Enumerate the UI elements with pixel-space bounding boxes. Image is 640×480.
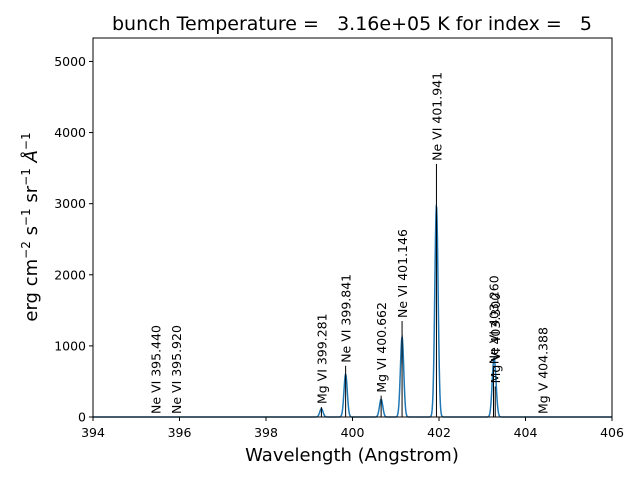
y-tick-label: 4000 — [54, 125, 86, 140]
x-tick-label: 394 — [81, 425, 105, 440]
line-label: Ne VI 401.146 — [395, 229, 410, 318]
y-tick-label: 3000 — [54, 196, 86, 211]
x-axis-label: Wavelength (Angstrom) — [245, 445, 459, 466]
y-axis-label: erg cm−2 s−1 sr−1 Å−1 — [19, 132, 42, 321]
x-tick-label: 400 — [341, 425, 365, 440]
line-label: Mg VI 400.662 — [374, 302, 389, 393]
y-tick-label: 2000 — [54, 267, 86, 282]
line-label: Ne VI 403.260 — [486, 275, 501, 364]
x-tick-label: 396 — [168, 425, 192, 440]
line-label: Ne VI 401.941 — [429, 72, 444, 161]
x-tick-label: 402 — [427, 425, 451, 440]
x-tick-label: 406 — [600, 425, 624, 440]
line-label: Ne VI 395.920 — [169, 325, 184, 414]
chart-title: bunch Temperature = 3.16e+05 K for index… — [112, 13, 592, 35]
line-label: Ne VI 395.440 — [148, 325, 163, 414]
y-tick-label: 5000 — [54, 54, 86, 69]
y-tick-label: 1000 — [54, 338, 86, 353]
line-label: Mg VI 403.300 — [488, 293, 503, 384]
line-label: Mg V 404.388 — [535, 327, 550, 414]
x-tick-label: 404 — [514, 425, 538, 440]
line-label: Mg VI 399.281 — [314, 313, 329, 404]
x-tick-label: 398 — [254, 425, 278, 440]
plot-area: Ne VI 395.440 Ne VI 395.920 Mg VI 399.281 N… — [54, 37, 624, 440]
line-label: Ne VI 399.841 — [339, 274, 354, 363]
y-tick-label: 0 — [78, 410, 86, 425]
